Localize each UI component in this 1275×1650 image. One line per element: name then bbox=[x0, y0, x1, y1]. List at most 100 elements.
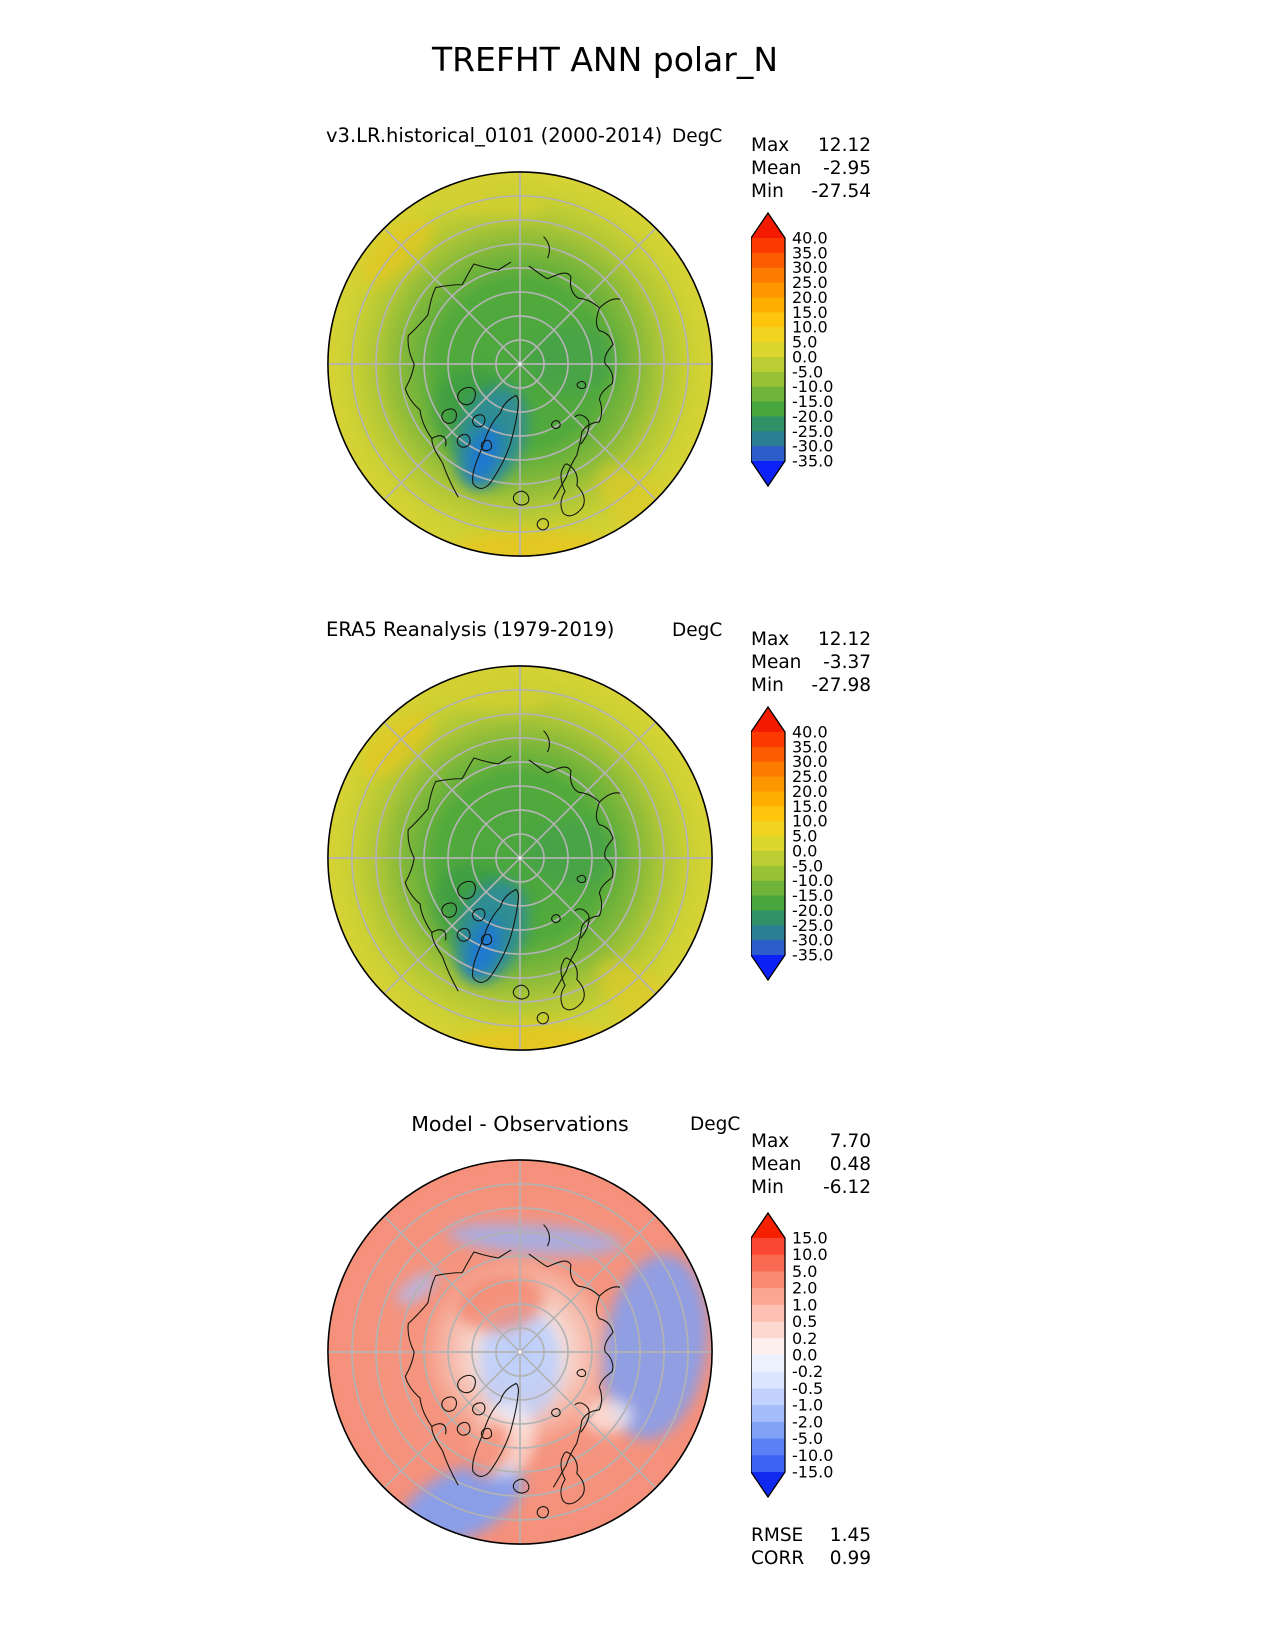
colorbar-tick-label: 40.0 bbox=[792, 229, 828, 248]
stat-row: CORR 0.99 bbox=[751, 1547, 871, 1570]
colorbar-extend-below bbox=[751, 461, 785, 486]
stat-row: Max 12.12 bbox=[751, 628, 871, 651]
stat-label: Mean bbox=[751, 158, 802, 179]
colorbar: 40.0 35.0 30.0 25.0 20.0 15.0 10.0 5.0 0.0 -5.0 -1… bbox=[750, 705, 863, 985]
stat-row: Mean -3.37 bbox=[751, 651, 871, 674]
colorbar-tick-label: -0.5 bbox=[792, 1379, 823, 1398]
stat-label: Max bbox=[751, 1131, 790, 1152]
colorbar-extend-above bbox=[751, 707, 785, 732]
colorbar-tick-label: -15.0 bbox=[792, 886, 833, 905]
stat-value: 1.45 bbox=[829, 1525, 871, 1546]
colorbar: 40.0 35.0 30.0 25.0 20.0 15.0 10.0 5.0 0.0 -5.0 -1… bbox=[750, 211, 863, 491]
colorbar-tick-label: 20.0 bbox=[792, 288, 828, 307]
colorbar-tick-label: 10.0 bbox=[792, 318, 828, 337]
stats-block: Max 12.12 Mean -3.37 Min -27.98 bbox=[751, 628, 871, 697]
coastlines bbox=[404, 1224, 621, 1519]
coastlines bbox=[404, 730, 621, 1025]
stat-value: -27.98 bbox=[811, 675, 871, 696]
colorbar-tick-label: 0.0 bbox=[792, 841, 817, 860]
stat-label: RMSE bbox=[751, 1525, 804, 1546]
stat-label: Min bbox=[751, 675, 784, 696]
stat-row: Min -27.98 bbox=[751, 674, 871, 697]
stat-label: Mean bbox=[751, 652, 802, 673]
colorbar-tick-label: -25.0 bbox=[792, 422, 833, 441]
stat-label: Max bbox=[751, 629, 790, 650]
polar-map bbox=[324, 662, 716, 1054]
units-label: DegC bbox=[690, 1114, 741, 1135]
colorbar-tick-label: -2.0 bbox=[792, 1412, 823, 1431]
stat-label: Min bbox=[751, 181, 784, 202]
colorbar-tick-label: 10.0 bbox=[792, 812, 828, 831]
colorbar-tick-label: -5.0 bbox=[792, 1429, 823, 1448]
stat-value: -3.37 bbox=[823, 652, 871, 673]
map-boundary bbox=[327, 665, 713, 1051]
map-boundary bbox=[327, 1159, 713, 1545]
stat-label: Mean bbox=[751, 1154, 802, 1175]
colorbar: 15.0 10.0 5.0 2.0 1.0 0.5 0.2 0.0 -0.2 -0.5 -1.0 -2… bbox=[750, 1211, 863, 1502]
colorbar-tick-label: -20.0 bbox=[792, 407, 833, 426]
colorbar-svg: 15.010.05.02.01.00.50.20.0-0.2-0.5-1.0-2… bbox=[750, 1211, 833, 1499]
colorbar-svg: 40.035.030.025.020.015.010.05.00.0-5.0-1… bbox=[750, 705, 833, 982]
colorbar-tick-label: 0.0 bbox=[792, 1346, 817, 1365]
colorbar-tick-label: -1.0 bbox=[792, 1396, 823, 1415]
stat-label: Max bbox=[751, 135, 790, 156]
stat-row: Max 12.12 bbox=[751, 134, 871, 157]
colorbar-tick-label: 0.2 bbox=[792, 1329, 817, 1348]
stat-value: 12.12 bbox=[818, 629, 871, 650]
colorbar-tick-label: 20.0 bbox=[792, 782, 828, 801]
polar-map-svg bbox=[327, 1159, 713, 1545]
stat-value: 0.48 bbox=[829, 1154, 871, 1175]
stat-row: RMSE 1.45 bbox=[751, 1524, 871, 1547]
polar-map-svg bbox=[327, 665, 713, 1051]
colorbar-tick-label: 35.0 bbox=[792, 243, 828, 262]
colorbar-tick-label: 25.0 bbox=[792, 767, 828, 786]
colorbar-tick-label: 0.0 bbox=[792, 347, 817, 366]
stat-row: Mean -2.95 bbox=[751, 157, 871, 180]
stat-value: -27.54 bbox=[811, 181, 871, 202]
polar-map-svg bbox=[327, 171, 713, 557]
colorbar-tick-label: -35.0 bbox=[792, 452, 833, 471]
colorbar-extend-below bbox=[751, 955, 785, 980]
panel-title: v3.LR.historical_0101 (2000-2014) bbox=[326, 124, 663, 147]
rmse-corr-block: RMSE 1.45 CORR 0.99 bbox=[751, 1524, 871, 1570]
colorbar-tick-label: -5.0 bbox=[792, 362, 823, 381]
colorbar-tick-label: 35.0 bbox=[792, 737, 828, 756]
colorbar-extend-above bbox=[751, 213, 785, 238]
stat-value: -6.12 bbox=[823, 1177, 871, 1198]
panel-reference: ERA5 Reanalysis (1979-2019) DegC Max 12.… bbox=[0, 604, 1275, 1098]
colorbar-svg: 40.035.030.025.020.015.010.05.00.0-5.0-1… bbox=[750, 211, 833, 488]
colorbar-tick-label: -20.0 bbox=[792, 901, 833, 920]
colorbar-tick-label: -0.2 bbox=[792, 1362, 823, 1381]
colorbar-tick-label: -10.0 bbox=[792, 871, 833, 890]
panel-difference: Model - Observations DegC Max 7.70 Mean … bbox=[0, 1098, 1275, 1592]
colorbar-tick-label: -25.0 bbox=[792, 916, 833, 935]
colorbar-tick-label: -10.0 bbox=[792, 1446, 833, 1465]
colorbar-extend-above bbox=[751, 1213, 785, 1238]
colorbar-tick-label: -30.0 bbox=[792, 931, 833, 950]
colorbar-tick-label: -10.0 bbox=[792, 377, 833, 396]
colorbar-tick-label: 1.0 bbox=[792, 1295, 817, 1314]
polar-map bbox=[324, 1156, 716, 1548]
stats-block: Max 12.12 Mean -2.95 Min -27.54 bbox=[751, 134, 871, 203]
colorbar-tick-label: 5.0 bbox=[792, 827, 817, 846]
polar-map bbox=[324, 168, 716, 560]
colorbar-tick-label: 0.5 bbox=[792, 1312, 817, 1331]
stat-row: Mean 0.48 bbox=[751, 1153, 871, 1176]
colorbar-tick-label: -35.0 bbox=[792, 946, 833, 965]
panel-title: Model - Observations bbox=[411, 1112, 629, 1136]
colorbar-tick-label: 10.0 bbox=[792, 1245, 828, 1264]
colorbar-tick-label: 30.0 bbox=[792, 752, 828, 771]
stat-row: Min -6.12 bbox=[751, 1176, 871, 1199]
colorbar-tick-label: -15.0 bbox=[792, 392, 833, 411]
stat-row: Max 7.70 bbox=[751, 1130, 871, 1153]
colorbar-tick-label: 30.0 bbox=[792, 258, 828, 277]
panel-model: v3.LR.historical_0101 (2000-2014) DegC M… bbox=[0, 110, 1275, 604]
units-label: DegC bbox=[672, 620, 723, 641]
stats-block: Max 7.70 Mean 0.48 Min -6.12 bbox=[751, 1130, 871, 1199]
colorbar-tick-label: -15.0 bbox=[792, 1463, 833, 1482]
colorbar-tick-label: 15.0 bbox=[792, 797, 828, 816]
colorbar-tick-label: -30.0 bbox=[792, 437, 833, 456]
units-label: DegC bbox=[672, 126, 723, 147]
stat-label: CORR bbox=[751, 1548, 805, 1569]
